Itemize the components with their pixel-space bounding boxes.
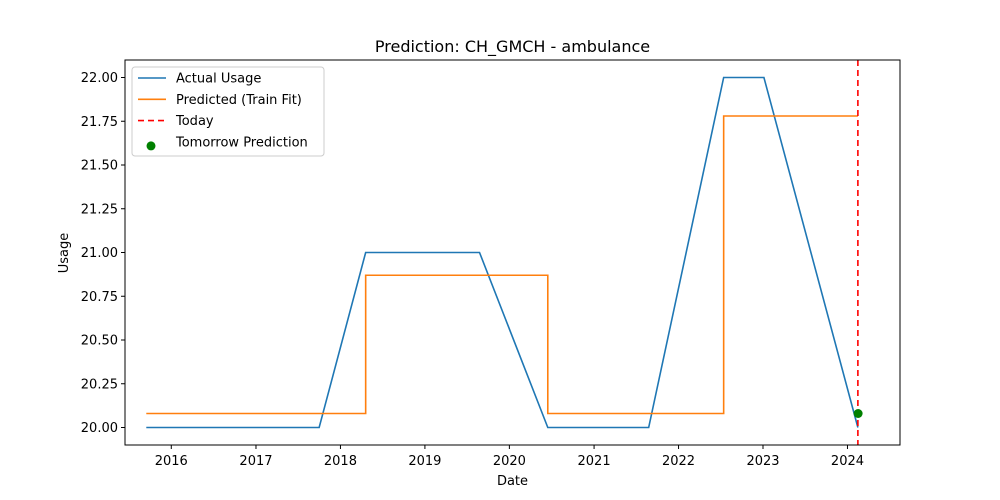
x-tick-label: 2024 [831, 454, 864, 469]
legend-box [131, 66, 325, 157]
y-tick-label: 20.00 [81, 421, 118, 436]
x-tick-label: 2023 [746, 454, 779, 469]
x-tick-label: 2021 [578, 454, 611, 469]
y-tick-label: 21.75 [81, 115, 118, 130]
x-axis-title: Date [497, 474, 528, 489]
y-tick-label: 21.25 [81, 202, 118, 217]
y-axis: 20.00 20.25 20.50 20.75 21.00 21.25 21.50 21.75… [81, 71, 125, 436]
chart-title: Prediction: CH_GMCH - ambulance [375, 37, 650, 57]
y-tick-label: 21.00 [81, 246, 118, 261]
legend-label: Tomorrow Prediction [175, 135, 308, 150]
y-tick-label: 20.50 [81, 334, 118, 349]
x-axis: 2016 2017 2018 2019 2020 2021 2022 2023 2024 [155, 445, 864, 469]
y-tick-label: 22.00 [81, 71, 118, 86]
y-tick-label: 20.25 [81, 377, 118, 392]
y-tick-label: 20.75 [81, 290, 118, 305]
legend-label: Today [175, 114, 214, 129]
legend-label: Predicted (Train Fit) [176, 93, 302, 108]
legend-marker [146, 141, 156, 151]
actual-usage-series-line [146, 76, 859, 429]
legend-label: Actual Usage [176, 72, 261, 87]
x-tick-label: 2016 [155, 454, 188, 469]
y-axis-title: Usage [57, 233, 72, 274]
predicted-series-line [146, 115, 858, 415]
x-tick-label: 2019 [408, 454, 441, 469]
x-tick-label: 2020 [493, 454, 526, 469]
tomorrow-prediction-point [853, 409, 863, 418]
legend: Actual Usage Predicted (Train Fit) Today To… [131, 66, 325, 157]
x-tick-label: 2018 [324, 454, 357, 469]
x-tick-label: 2017 [239, 454, 272, 469]
y-tick-label: 21.50 [81, 159, 118, 174]
plot-lines [146, 60, 863, 445]
x-tick-label: 2022 [662, 454, 695, 469]
